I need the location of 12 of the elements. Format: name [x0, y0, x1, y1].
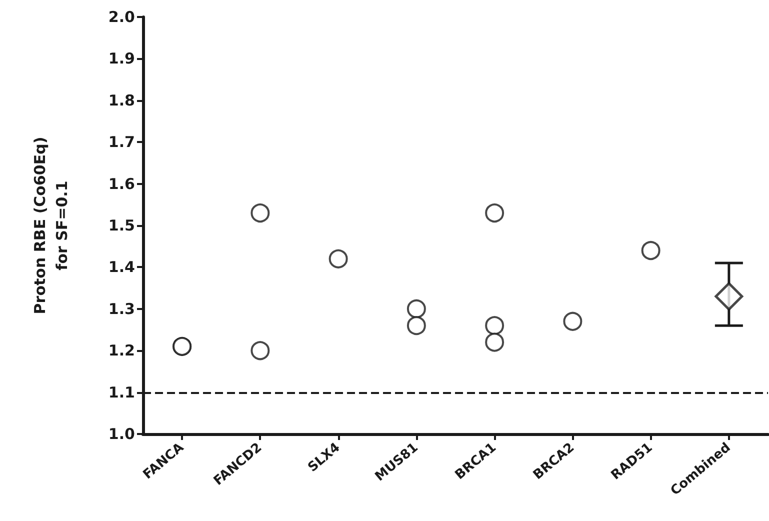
y-tick-label: 1.6	[108, 174, 135, 193]
y-tick-label: 1.8	[108, 91, 135, 110]
y-tick-label: 1.1	[108, 383, 135, 402]
y-tick-label: 1.3	[108, 300, 135, 318]
y-tick-label: 1.7	[108, 133, 135, 152]
y-tick-label: 1.0	[108, 425, 135, 443]
y-tick-label: 1.2	[108, 342, 135, 360]
y-tick-label: 1.4	[108, 258, 135, 276]
y-tick-label: 1.9	[108, 50, 135, 68]
y-axis-title: Proton RBE (Co60Eq) for SF=0.1	[31, 136, 71, 314]
y-tick-label: 1.5	[108, 216, 135, 234]
y-tick-label: 2.0	[108, 8, 135, 26]
